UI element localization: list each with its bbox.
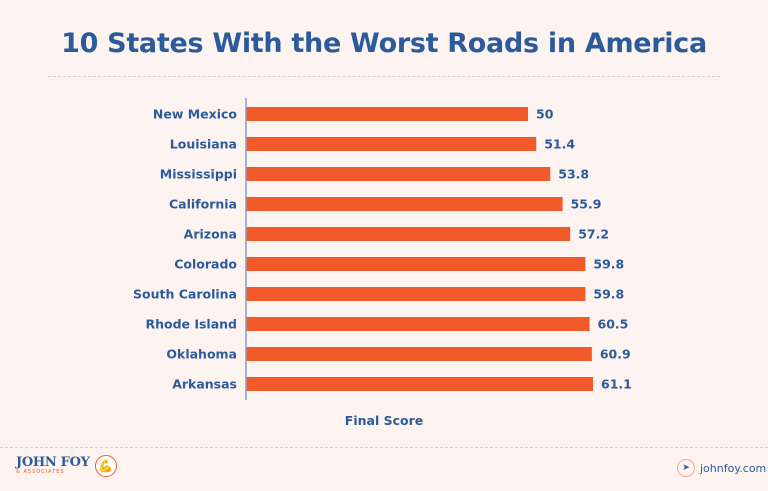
john-foy-logo: JOHN FOY & ASSOCIATES 💪 xyxy=(16,455,117,477)
data-label: 61.1 xyxy=(601,377,632,392)
bar-chart: New Mexico 50 Louisiana 51.4 Mississippi 53.8… xyxy=(133,98,632,428)
bar xyxy=(246,197,563,211)
bar xyxy=(246,107,529,121)
data-label: 60.9 xyxy=(600,347,631,362)
logo-subtitle: & ASSOCIATES xyxy=(16,469,65,476)
chart-title: 10 States With the Worst Roads in Americ… xyxy=(61,28,707,59)
data-label: 51.4 xyxy=(544,137,575,152)
data-label: 57.2 xyxy=(578,227,609,242)
category-label: Oklahoma xyxy=(166,347,237,362)
bar xyxy=(246,227,571,241)
category-label: Rhode Island xyxy=(145,317,237,332)
logo-name: JOHN FOY xyxy=(16,455,90,471)
website-url[interactable]: johnfoy.com xyxy=(700,461,767,475)
bar xyxy=(246,347,592,361)
x-axis-label: Final Score xyxy=(345,413,423,428)
bar xyxy=(246,317,590,331)
bar xyxy=(246,167,551,181)
data-label: 55.9 xyxy=(571,197,602,212)
bar xyxy=(246,287,586,301)
cursor-arrow-icon: ➤ xyxy=(677,459,695,477)
category-label: Louisiana xyxy=(170,137,237,152)
category-label: Arizona xyxy=(184,227,237,242)
category-label: Colorado xyxy=(174,257,237,272)
category-label: Arkansas xyxy=(172,377,237,392)
footer-divider xyxy=(0,447,768,448)
website-link[interactable]: ➤ johnfoy.com xyxy=(677,459,766,477)
data-label: 60.5 xyxy=(598,317,629,332)
data-label: 50 xyxy=(536,107,554,122)
bar xyxy=(246,377,594,391)
category-label: California xyxy=(169,197,237,212)
logo-text: JOHN FOY & ASSOCIATES xyxy=(16,455,90,476)
category-label: New Mexico xyxy=(153,107,238,122)
logo-arm-icon: 💪 xyxy=(94,455,117,477)
category-label: Mississippi xyxy=(160,167,237,182)
data-label: 59.8 xyxy=(593,257,624,272)
bar xyxy=(246,257,586,271)
title-divider xyxy=(48,76,720,77)
data-label: 59.8 xyxy=(593,287,624,302)
category-label: South Carolina xyxy=(133,287,237,302)
bar xyxy=(246,137,537,151)
data-label: 53.8 xyxy=(558,167,589,182)
